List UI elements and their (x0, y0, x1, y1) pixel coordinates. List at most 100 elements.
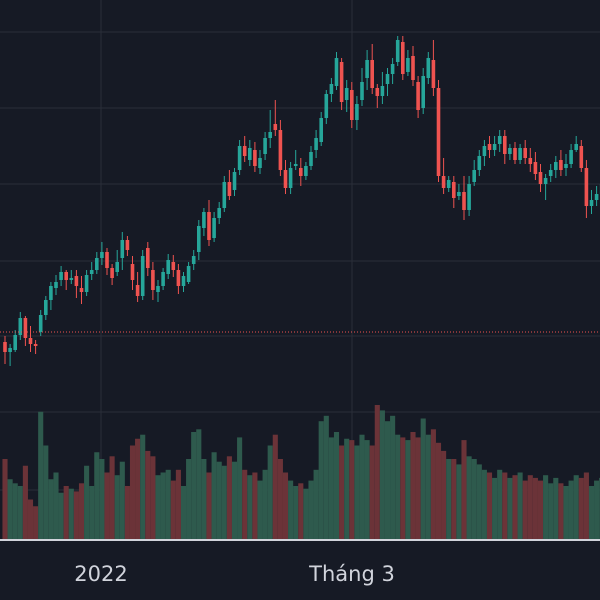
volume-bar (262, 469, 268, 540)
candle-body (334, 58, 339, 86)
candle (411, 46, 415, 86)
volume-bar (461, 440, 467, 540)
candle (492, 136, 497, 156)
candle (166, 254, 170, 279)
candle-body (13, 335, 17, 350)
candle-body (554, 162, 558, 170)
volume-bar (109, 456, 115, 540)
volume-bar (12, 483, 18, 540)
volume-bar (415, 437, 421, 540)
volume-bar (201, 459, 207, 540)
candle-body (64, 272, 68, 280)
candle-body (222, 182, 227, 208)
candle (523, 140, 527, 164)
candle (574, 136, 578, 152)
volume-bar (237, 437, 243, 540)
candle (436, 80, 441, 182)
candle (350, 82, 354, 128)
volume-bar (486, 472, 493, 540)
candle-body (100, 252, 104, 258)
volume-bar (186, 459, 192, 540)
candle (395, 36, 400, 66)
candle-body (95, 258, 99, 270)
candle (191, 250, 196, 270)
volume-bar (7, 479, 13, 540)
candle (151, 262, 155, 300)
volume-bar (583, 472, 589, 540)
candle (559, 150, 563, 176)
volume-bars (2, 405, 600, 540)
volume-bar (481, 469, 487, 540)
candle-body (248, 148, 252, 160)
candle-body (446, 180, 451, 188)
candle-body (472, 170, 476, 182)
candle (186, 262, 191, 284)
volume-bar (323, 415, 329, 540)
volume-bar (548, 483, 554, 540)
candle (3, 336, 7, 364)
volume-bar (328, 437, 334, 540)
candle-body (314, 138, 318, 150)
candle-body (482, 146, 487, 156)
volume-bar (63, 486, 69, 540)
candle (380, 72, 385, 104)
volume-bar (267, 445, 273, 540)
candle-body (130, 264, 135, 280)
candle (207, 200, 211, 246)
candle (23, 316, 28, 346)
volume-bar (430, 429, 436, 540)
candle (293, 150, 298, 170)
candle (569, 144, 573, 168)
candle-body (370, 60, 374, 88)
volume-bar (17, 486, 23, 540)
volume-bar (471, 459, 477, 540)
candle (64, 270, 68, 290)
candle-body (3, 342, 7, 352)
candle (431, 40, 436, 96)
volume-bar (150, 456, 156, 540)
candle (416, 76, 420, 118)
candle-body (477, 156, 482, 170)
candle-body (191, 256, 196, 264)
candle (584, 160, 589, 218)
candle-body (299, 168, 303, 176)
candle-body (431, 60, 436, 88)
candle (18, 312, 23, 340)
volume-bar (497, 469, 503, 540)
volume-bar (22, 465, 28, 540)
candle (324, 90, 329, 124)
candle-body (120, 240, 125, 258)
volume-bar (160, 472, 166, 540)
candle (283, 160, 288, 194)
volume-bar (395, 434, 401, 540)
candle-body (125, 240, 130, 250)
volume-bar (89, 486, 95, 540)
candle (360, 68, 364, 106)
volume-bar (527, 475, 533, 540)
candle (146, 242, 150, 276)
candle-body (548, 170, 553, 176)
candle (74, 270, 79, 298)
volume-bar (272, 434, 278, 540)
volume-bar (303, 488, 309, 540)
candle (508, 144, 512, 160)
candle-body (594, 194, 599, 200)
volume-bar (425, 434, 431, 540)
candle-body (176, 270, 181, 286)
candle-body (151, 270, 155, 290)
candle-body (457, 192, 461, 196)
volume-bar (568, 480, 574, 540)
volume-bar (466, 456, 472, 540)
candle-body (375, 88, 380, 96)
candle-body (8, 348, 12, 352)
candle (278, 120, 283, 176)
candle (457, 184, 461, 200)
volume-bar (563, 486, 569, 540)
candle-body (380, 86, 385, 96)
candle-body (105, 252, 109, 268)
price-candles (3, 36, 600, 366)
candle-body (564, 164, 568, 168)
volume-bar (129, 445, 136, 540)
volume-bar (206, 472, 212, 540)
candle-body (503, 136, 507, 154)
